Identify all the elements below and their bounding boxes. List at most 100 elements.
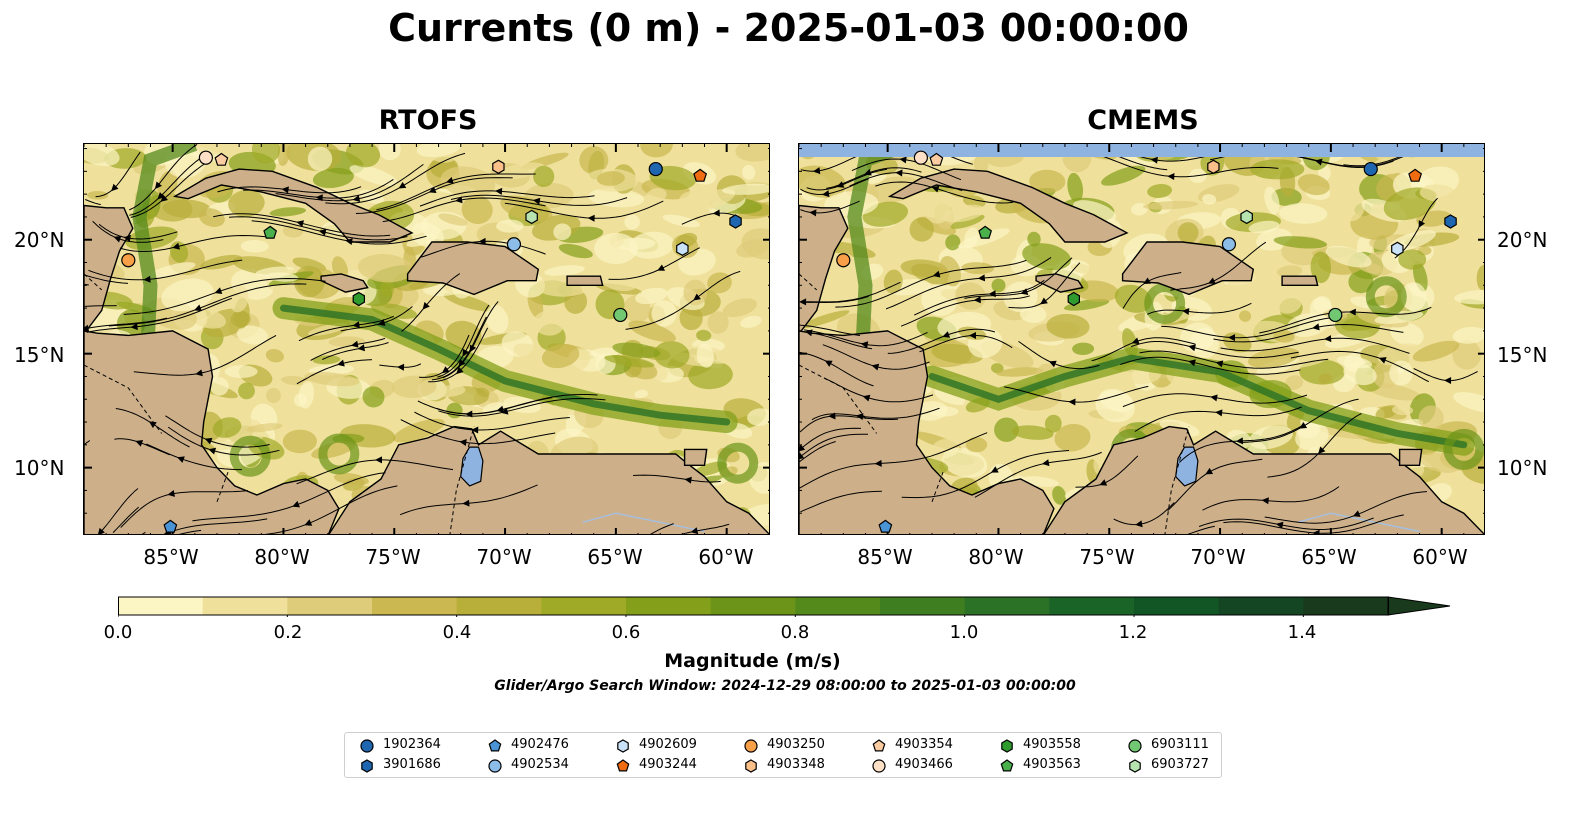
float-marker-4902476[interactable] xyxy=(163,519,178,533)
legend-marker[interactable] xyxy=(1000,759,1014,772)
float-marker-4902609[interactable] xyxy=(676,241,689,256)
legend-marker[interactable] xyxy=(872,759,886,773)
streamline-arrow xyxy=(204,437,213,445)
streamline-arrow xyxy=(471,426,479,434)
float-marker-1902364[interactable] xyxy=(1363,161,1378,177)
land-hispaniola xyxy=(406,241,540,296)
streamline-arrow xyxy=(1228,334,1236,342)
streamline-arrow xyxy=(357,344,366,352)
streamline-arrow xyxy=(587,214,595,222)
streamline-arrow xyxy=(352,321,360,329)
colorbar-segment xyxy=(372,597,458,615)
float-marker-1902364[interactable] xyxy=(648,161,663,177)
streamline-arrow xyxy=(1418,220,1425,228)
streamline-arrow xyxy=(195,369,203,377)
colorbar-segment xyxy=(880,597,966,615)
float-marker-4903354[interactable] xyxy=(929,152,944,166)
float-marker-4903244[interactable] xyxy=(1408,168,1423,182)
map-panel-cmems[interactable] xyxy=(798,143,1485,535)
streamline-arrow xyxy=(1348,308,1356,316)
country-border xyxy=(449,426,475,534)
float-marker-3901686[interactable] xyxy=(1444,214,1457,229)
legend-marker[interactable] xyxy=(488,739,502,752)
float-marker-4902476[interactable] xyxy=(878,519,893,533)
streamline-arrow xyxy=(712,209,720,217)
land-puertoRico xyxy=(1281,275,1319,286)
float-marker-4903244[interactable] xyxy=(693,168,708,182)
streamline-arrow xyxy=(828,412,836,420)
float-marker-4902609[interactable] xyxy=(1391,241,1404,256)
streamline-arrow xyxy=(375,456,382,464)
land-trinidad xyxy=(683,448,708,466)
streamline-arrow xyxy=(445,176,454,184)
legend-marker[interactable] xyxy=(1129,759,1141,773)
float-marker-4903466[interactable] xyxy=(913,150,928,165)
legend-label: 4903250 xyxy=(767,737,825,752)
streamline-arrow xyxy=(1040,297,1048,305)
float-marker-6903111[interactable] xyxy=(613,307,628,323)
land-hispaniola xyxy=(1121,241,1255,296)
legend-label: 4903558 xyxy=(1023,737,1081,752)
legend-marker[interactable] xyxy=(872,739,886,752)
float-marker-4903558[interactable] xyxy=(1067,291,1080,307)
float-marker-4903250[interactable] xyxy=(121,253,136,268)
float-marker-3901686[interactable] xyxy=(729,214,742,229)
float-marker-4902534[interactable] xyxy=(506,237,522,252)
streamline-arrow xyxy=(318,228,327,236)
legend-marker[interactable] xyxy=(1128,739,1142,753)
streamline-arrow xyxy=(177,456,185,463)
streamline-arrow xyxy=(1205,467,1214,475)
lat-label-right-20n: 20°N xyxy=(1497,228,1548,252)
legend-marker[interactable] xyxy=(1001,739,1013,753)
float-marker-4903466[interactable] xyxy=(198,150,213,165)
streamline-arrow xyxy=(113,235,122,243)
float-marker-6903727[interactable] xyxy=(1240,209,1253,225)
legend-marker[interactable] xyxy=(745,759,757,773)
streamline-arrow xyxy=(1312,529,1320,534)
streamline-arrow xyxy=(1041,459,1050,467)
streamline-arrow xyxy=(1135,520,1143,528)
streamline-arrow xyxy=(462,499,470,507)
streamline-arrow xyxy=(462,348,470,357)
float-marker-4902534[interactable] xyxy=(1221,237,1237,252)
streamline-arrow xyxy=(345,238,353,246)
float-marker-6903111[interactable] xyxy=(1328,307,1343,323)
streamline-arrow xyxy=(123,234,131,242)
legend-marker[interactable] xyxy=(616,759,630,772)
streamline-arrow xyxy=(988,290,996,298)
float-marker-4903563[interactable] xyxy=(263,225,278,239)
legend-marker[interactable] xyxy=(488,759,502,773)
streamline-arrow xyxy=(84,324,90,332)
map-svg-cmems xyxy=(799,144,1484,534)
streamline-arrow xyxy=(1275,521,1284,529)
legend-marker[interactable] xyxy=(617,739,629,753)
streamline-arrow xyxy=(350,340,359,348)
float-marker-4903558[interactable] xyxy=(352,291,365,307)
legend-marker[interactable] xyxy=(360,739,374,753)
map-panel-rtofs[interactable] xyxy=(83,143,770,535)
colorbar-segment xyxy=(1049,597,1135,615)
streamline-arrow xyxy=(172,242,180,250)
float-marker-4903354[interactable] xyxy=(214,152,229,166)
land-trinidad xyxy=(1398,448,1423,466)
streamline-arrow xyxy=(1215,409,1223,417)
legend-label: 4903466 xyxy=(895,757,953,772)
streamline-arrow xyxy=(214,287,223,295)
legend-label: 4903563 xyxy=(1023,757,1081,772)
float-marker-4903348[interactable] xyxy=(492,159,505,174)
streamline-arrow xyxy=(1207,277,1216,284)
colorbar-tick: 1.4 xyxy=(1287,622,1317,643)
float-marker-6903727[interactable] xyxy=(525,209,538,225)
legend-marker[interactable] xyxy=(744,739,758,753)
legend-label: 4902476 xyxy=(511,737,569,752)
float-marker-4903348[interactable] xyxy=(1207,159,1220,174)
streamline-arrow xyxy=(973,296,981,304)
streamline-arrow xyxy=(1261,497,1269,505)
streamline-arrow xyxy=(822,190,830,198)
streamline-arrow xyxy=(1068,398,1076,406)
float-marker-4903250[interactable] xyxy=(836,253,851,268)
float-marker-4903563[interactable] xyxy=(978,225,993,239)
lon-label-65w-left: 65°W xyxy=(587,545,643,569)
streamline-arrow xyxy=(1215,360,1224,368)
legend-marker[interactable] xyxy=(361,759,373,773)
